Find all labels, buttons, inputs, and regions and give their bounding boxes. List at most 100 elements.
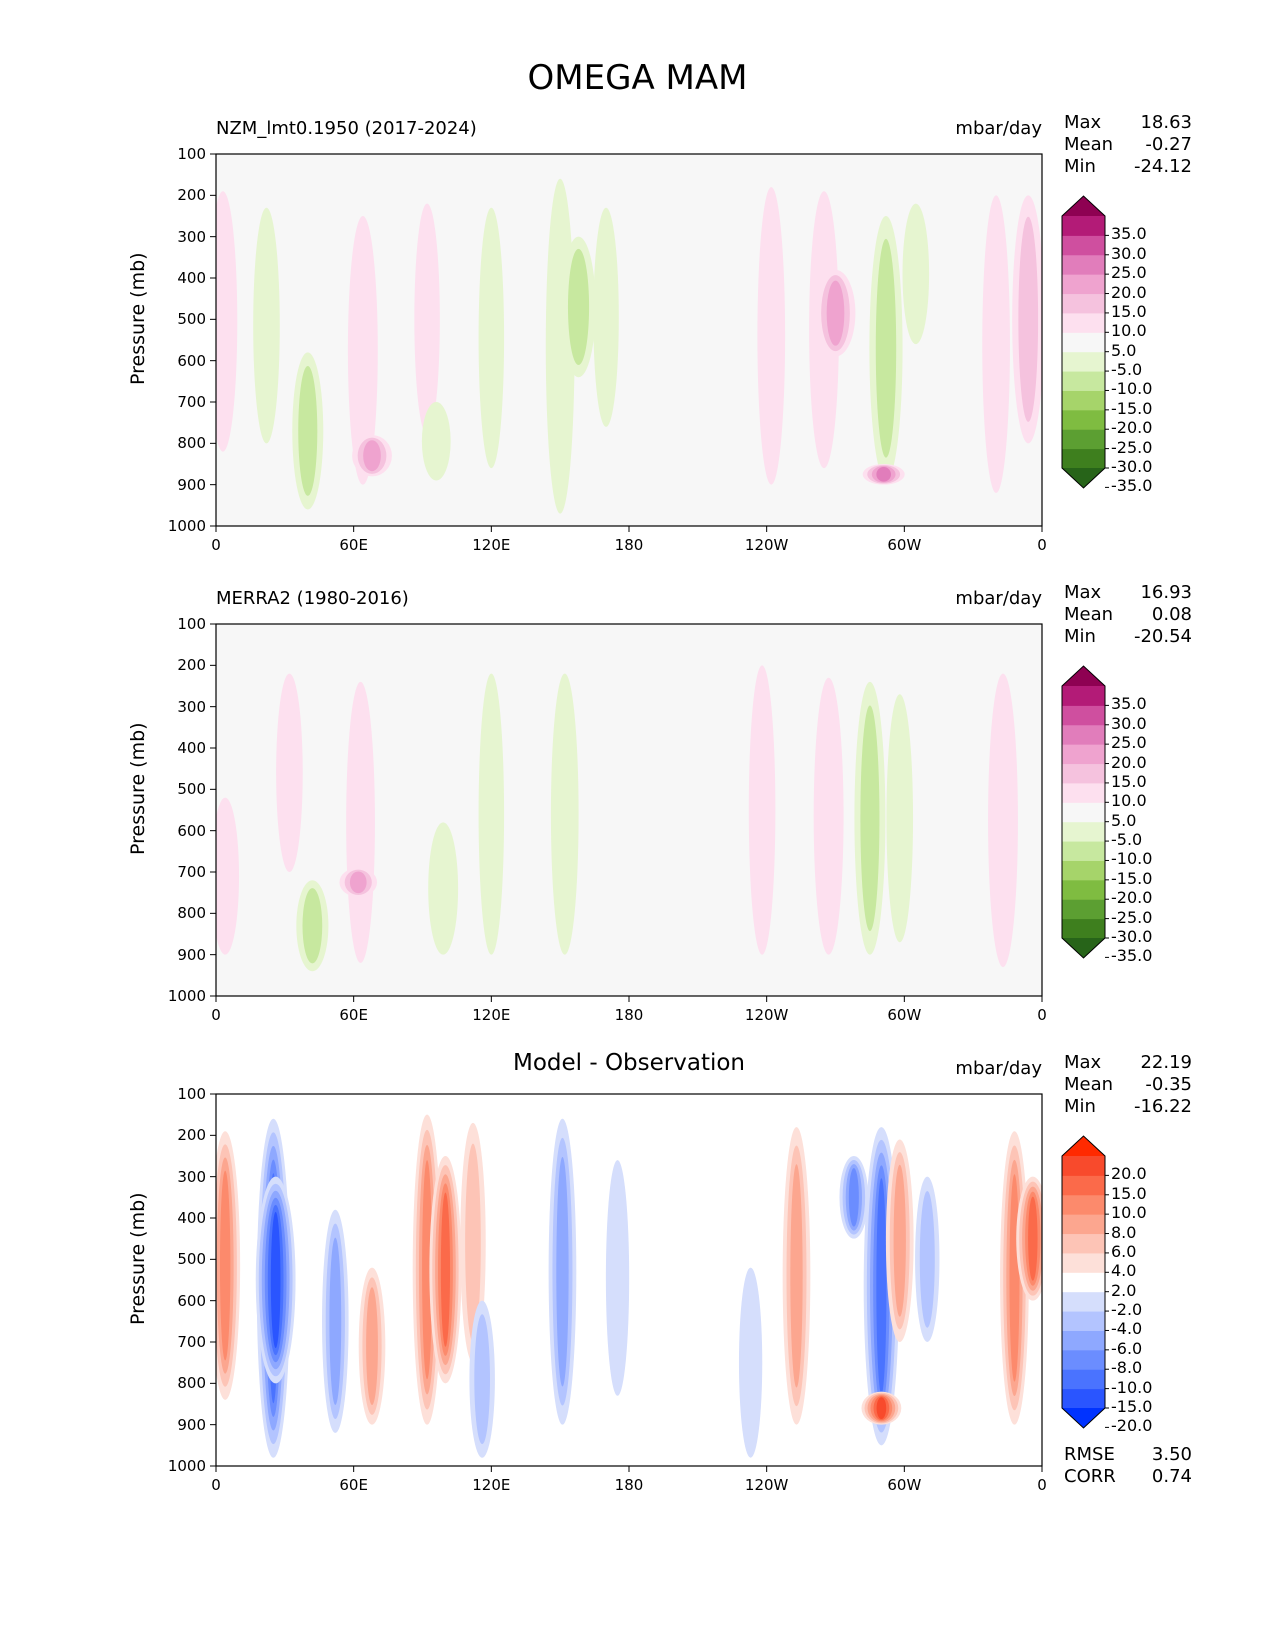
colorbar-band (1062, 918, 1105, 939)
contour-region (216, 191, 238, 452)
y-tick-label: 900 (177, 945, 206, 964)
stat-mean-label: Mean (1064, 134, 1114, 155)
contour-region (440, 1192, 451, 1347)
units-label: mbar/day (955, 1058, 1042, 1079)
x-tick-label: 120W (744, 1006, 789, 1024)
heatmap-plot (210, 1093, 1109, 1472)
contour-region (893, 1164, 906, 1317)
stat-min-value: -20.54 (1133, 626, 1192, 647)
colorbar-label: 25.0 (1111, 733, 1147, 753)
colorbar-band (1062, 1330, 1105, 1351)
contour-region (298, 365, 318, 496)
x-tick-label: 60W (887, 536, 922, 554)
x-tick-label: 0 (1037, 536, 1047, 554)
colorbar-band (1062, 332, 1105, 353)
contour-region (886, 694, 914, 943)
x-tick-label: 0 (211, 1006, 221, 1024)
colorbar-label: 8.0 (1111, 1222, 1137, 1242)
colorbar-label: -25.0 (1111, 437, 1153, 457)
contour-layer (216, 1114, 1042, 1458)
stat-max-value: 18.63 (1140, 112, 1192, 133)
panel-observation: MERRA2 (1980-2016) mbar/day Max 16.93 Mea… (0, 582, 1275, 1058)
stat-min-value: -16.22 (1133, 1096, 1192, 1117)
contour-region (605, 1160, 630, 1396)
colorbar-band (1062, 254, 1105, 275)
colorbar-band (1062, 821, 1105, 842)
contour-region (848, 1168, 859, 1227)
contour-region (302, 888, 323, 964)
stat-max-value: 16.93 (1140, 582, 1192, 603)
y-tick-label: 900 (177, 475, 206, 494)
x-tick-label: 120E (472, 536, 511, 554)
colorbar-label: 35.0 (1111, 224, 1147, 244)
colorbar-label: 15.0 (1111, 1183, 1147, 1203)
contour-region (757, 187, 786, 485)
stat-mean-value: -0.27 (1145, 134, 1192, 155)
contour-region (329, 1237, 342, 1406)
colorbar-label: -2.0 (1111, 1300, 1143, 1320)
colorbar-label: 20.0 (1111, 752, 1147, 772)
colorbar-band (1062, 1272, 1105, 1293)
colorbar-band (1062, 1388, 1105, 1409)
y-tick-label: 800 (177, 1374, 206, 1393)
contour-region (593, 207, 619, 427)
colorbar-band (1062, 1311, 1105, 1331)
colorbar-label: 25.0 (1111, 263, 1147, 283)
y-tick-label: 300 (177, 227, 206, 246)
colorbar-band (1062, 860, 1105, 881)
stats-box: Max 16.93 Mean 0.08 Min -20.54 (1064, 582, 1192, 648)
contour-region (366, 1287, 378, 1406)
heatmap-plot (210, 153, 1109, 532)
contour-region (876, 1397, 887, 1420)
panel-difference: Model - Observation mbar/day Max 22.19 Me… (0, 1050, 1275, 1528)
colorbar-band (1062, 1233, 1105, 1254)
colorbar-label: 2.0 (1111, 1280, 1137, 1300)
colorbar-band (1062, 705, 1105, 726)
x-tick-label: 120E (472, 1006, 511, 1024)
contour-region (253, 207, 280, 444)
contour-region (474, 1314, 491, 1445)
x-tick-label: 60E (339, 1006, 368, 1024)
colorbar-label: -20.0 (1111, 418, 1153, 438)
contour-region (219, 1170, 231, 1361)
contour-region (875, 238, 897, 458)
y-tick-label: 500 (177, 780, 206, 799)
colorbar-label: 10.0 (1111, 321, 1147, 341)
corr-label: CORR (1064, 1466, 1116, 1487)
y-tick-label: 700 (177, 863, 206, 881)
colorbar-band (1062, 293, 1105, 314)
stat-min-label: Min (1064, 1096, 1096, 1117)
panel-title: NZM_lmt0.1950 (2017-2024) (216, 118, 477, 139)
y-tick-label: 200 (177, 656, 206, 675)
colorbar-label: -25.0 (1111, 907, 1153, 927)
contour-region (1018, 216, 1039, 422)
stats-box: Max 18.63 Mean -0.27 Min -24.12 (1064, 112, 1192, 178)
plot-background (216, 624, 1042, 996)
colorbar-band (1062, 841, 1105, 861)
contour-region (421, 402, 451, 481)
y-tick-label: 300 (177, 697, 206, 716)
colorbar-label: -15.0 (1111, 868, 1153, 888)
contour-region (790, 1164, 803, 1388)
panel-title: MERRA2 (1980-2016) (216, 588, 409, 609)
colorbar-band (1062, 1369, 1105, 1390)
contour-region (465, 1143, 481, 1342)
contour-region (478, 673, 505, 955)
contour-region (902, 203, 930, 345)
y-tick-label: 600 (177, 821, 206, 840)
x-tick-label: 180 (614, 536, 644, 554)
colorbar-band (1062, 390, 1105, 411)
colorbar-label: 30.0 (1111, 713, 1147, 733)
x-tick-label: 60E (339, 1476, 368, 1494)
colorbar-band (1062, 782, 1105, 803)
y-tick-label: 100 (177, 615, 206, 633)
colorbar-band (1062, 216, 1105, 236)
rmse-value: 3.50 (1151, 1444, 1192, 1465)
y-tick-label: 400 (177, 1209, 206, 1227)
colorbar-label: -10.0 (1111, 1377, 1153, 1397)
metrics-box: RMSE 3.50 CORR 0.74 (1064, 1444, 1192, 1488)
contour-region (363, 440, 381, 472)
colorbar-band (1062, 1175, 1105, 1196)
y-tick-label: 500 (177, 310, 206, 329)
corr-value: 0.74 (1151, 1466, 1192, 1487)
